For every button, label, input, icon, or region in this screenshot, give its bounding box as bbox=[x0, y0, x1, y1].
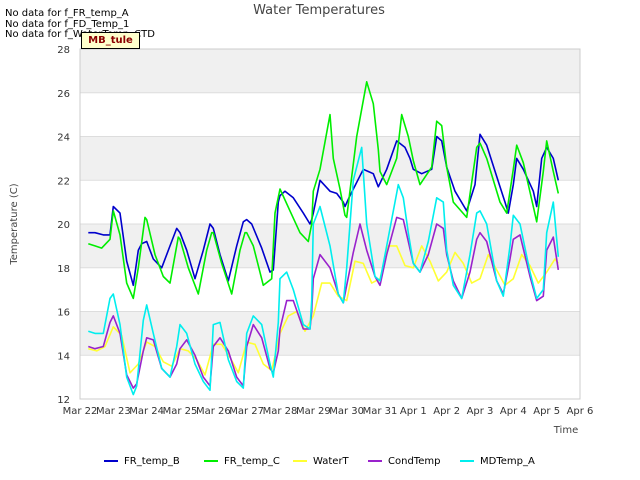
y-tick-label: 28 bbox=[57, 45, 70, 56]
y-tick-label: 12 bbox=[57, 395, 70, 406]
y-tick-label: 26 bbox=[57, 89, 70, 100]
legend-item-watert: WaterT bbox=[293, 452, 349, 470]
x-tick-label: Mar 31 bbox=[363, 406, 398, 417]
series-line-watert bbox=[88, 245, 559, 376]
y-tick-label: 16 bbox=[57, 308, 70, 319]
x-tick-label: Mar 29 bbox=[296, 406, 331, 417]
legend-swatch-mdtemp-a bbox=[460, 460, 474, 462]
x-tick-label: Apr 4 bbox=[500, 406, 527, 417]
legend-item-mdtemp-a: MDTemp_A bbox=[460, 452, 535, 470]
y-tick-label: 18 bbox=[57, 264, 70, 275]
no-data-note-2: No data for f_FD_Temp_1 bbox=[5, 19, 130, 30]
plot-band bbox=[80, 311, 580, 356]
x-tick-label: Mar 30 bbox=[329, 406, 364, 417]
y-axis-label: Temperature (C) bbox=[9, 183, 20, 265]
y-tick-labels: 12 14 16 18 20 22 24 26 28 bbox=[57, 45, 70, 406]
legend-label-fr-temp-b: FR_temp_B bbox=[124, 455, 180, 467]
plot-band bbox=[80, 49, 580, 93]
chart-legend: FR_temp_B FR_temp_C WaterT CondTemp MDTe… bbox=[0, 452, 640, 470]
x-tick-label: Mar 27 bbox=[229, 406, 264, 417]
y-tick-label: 14 bbox=[57, 351, 70, 362]
no-data-note-1: No data for f_FR_temp_A bbox=[5, 8, 129, 19]
no-data-note-3: No data for f_WaterTemp_CTD bbox=[5, 29, 155, 40]
plot-band bbox=[80, 355, 580, 399]
legend-swatch-fr-temp-b bbox=[104, 460, 118, 462]
x-tick-label: Apr 1 bbox=[400, 406, 427, 417]
legend-item-fr-temp-c: FR_temp_C bbox=[204, 452, 280, 470]
legend-label-fr-temp-c: FR_temp_C bbox=[224, 455, 280, 467]
series-line-fr-temp-b bbox=[88, 133, 560, 287]
legend-item-condtemp: CondTemp bbox=[368, 452, 440, 470]
series-line-mdtemp-a bbox=[88, 146, 560, 396]
x-tick-label: Mar 22 bbox=[63, 406, 98, 417]
legend-item-fr-temp-b: FR_temp_B bbox=[104, 452, 180, 470]
y-tick-label: 24 bbox=[57, 133, 70, 144]
legend-label-condtemp: CondTemp bbox=[388, 455, 441, 467]
legend-swatch-condtemp bbox=[368, 460, 382, 462]
x-tick-label: Mar 23 bbox=[96, 406, 131, 417]
legend-swatch-watert bbox=[293, 460, 307, 462]
x-tick-label: Mar 28 bbox=[263, 406, 298, 417]
chart-title: Water Temperatures bbox=[253, 3, 385, 18]
series-layer bbox=[88, 81, 560, 396]
legend-label-mdtemp-a: MDTemp_A bbox=[480, 455, 535, 467]
x-tick-label: Apr 2 bbox=[433, 406, 460, 417]
legend-label-watert: WaterT bbox=[313, 455, 349, 467]
x-tick-label: Apr 5 bbox=[533, 406, 560, 417]
plot-band bbox=[80, 267, 580, 312]
legend-swatch-fr-temp-c bbox=[204, 460, 218, 462]
plot-band bbox=[80, 180, 580, 224]
series-line-fr-temp-c bbox=[88, 81, 560, 300]
y-tick-label: 22 bbox=[57, 176, 70, 187]
plot-area-border bbox=[79, 48, 581, 400]
site-tag-badge: MB_tule bbox=[81, 32, 140, 49]
x-axis-label: Time bbox=[553, 425, 578, 436]
x-tick-label: Apr 3 bbox=[467, 406, 494, 417]
x-tick-label: Mar 25 bbox=[163, 406, 198, 417]
plot-band bbox=[80, 136, 580, 181]
y-tick-label: 20 bbox=[57, 220, 70, 231]
x-tick-label: Apr 6 bbox=[567, 406, 594, 417]
x-tick-label: Mar 26 bbox=[196, 406, 231, 417]
x-tick-label: Mar 24 bbox=[129, 406, 164, 417]
